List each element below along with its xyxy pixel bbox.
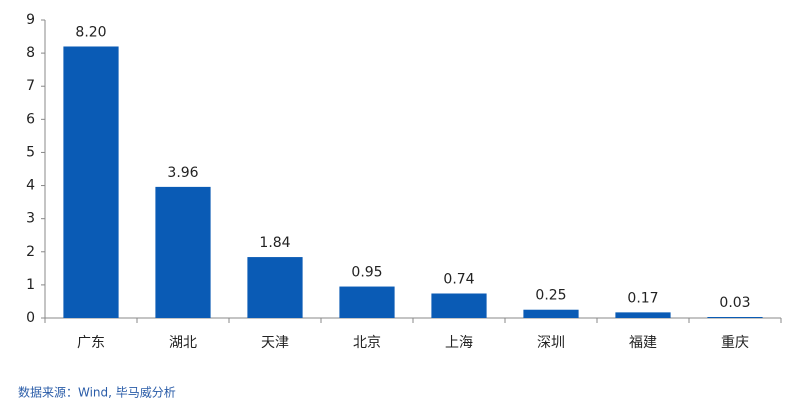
bar — [707, 317, 763, 318]
value-label: 8.20 — [75, 24, 106, 40]
y-tick-label: 3 — [26, 211, 35, 227]
bar — [247, 257, 303, 318]
y-tick-label: 2 — [26, 244, 35, 260]
value-label: 0.95 — [351, 265, 382, 281]
value-label: 0.17 — [627, 290, 658, 306]
value-label: 0.03 — [719, 295, 750, 311]
y-tick-label: 6 — [26, 111, 35, 127]
value-label: 3.96 — [167, 165, 198, 181]
bar — [615, 312, 671, 318]
y-tick-label: 5 — [26, 144, 35, 160]
x-tick-label: 湖北 — [169, 335, 197, 351]
x-tick-label: 北京 — [353, 335, 381, 351]
value-label: 1.84 — [259, 235, 290, 251]
x-tick-label: 上海 — [445, 335, 473, 351]
bar — [431, 293, 487, 318]
bar — [63, 46, 119, 318]
bar — [339, 286, 395, 318]
x-tick-label: 福建 — [629, 335, 657, 351]
bar — [155, 186, 211, 318]
x-tick-label: 深圳 — [537, 335, 565, 351]
source-note: 数据来源：Wind, 毕马威分析 — [18, 385, 176, 400]
y-tick-label: 7 — [26, 78, 35, 94]
bar — [523, 309, 579, 318]
y-tick-label: 0 — [26, 310, 35, 326]
value-label: 0.25 — [535, 288, 566, 304]
value-label: 0.74 — [443, 271, 474, 287]
y-tick-label: 8 — [26, 45, 35, 61]
y-tick-label: 1 — [26, 277, 35, 293]
y-tick-label: 9 — [26, 12, 35, 28]
x-tick-label: 广东 — [77, 335, 105, 351]
x-tick-label: 重庆 — [721, 335, 749, 351]
x-tick-label: 天津 — [261, 335, 289, 351]
y-tick-label: 4 — [26, 178, 35, 194]
